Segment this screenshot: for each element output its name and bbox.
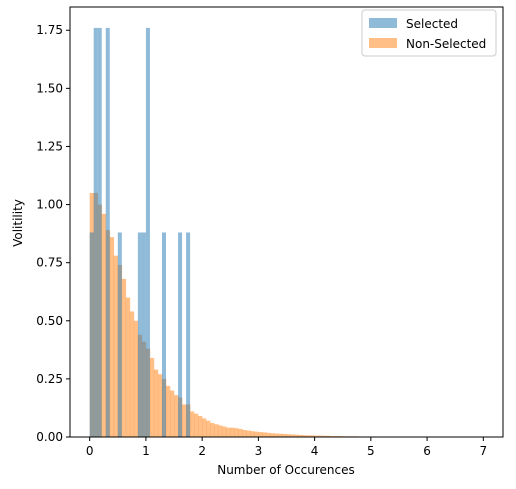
bar-non-selected [306,435,311,437]
bar-non-selected [169,390,175,437]
bar-non-selected [109,237,115,437]
bar-non-selected [210,423,215,437]
bar-non-selected [153,369,159,437]
bar-selected [186,232,191,437]
plot-frame [69,6,504,438]
bar-non-selected [157,374,163,437]
bar-selected [89,232,94,437]
bar-non-selected [258,432,263,437]
bar-non-selected [165,385,171,437]
bar-non-selected [242,430,247,437]
x-tick-label: 5 [367,444,375,458]
x-tick-label: 6 [423,444,431,458]
series-selected [89,27,191,437]
x-tick-label: 4 [311,444,319,458]
bar-non-selected [113,255,119,437]
y-tick-label: 1.00 [36,198,63,212]
bar-non-selected [149,357,155,437]
legend-swatch-selected [369,18,397,28]
legend-label-non-selected: Non-Selected [406,37,486,51]
y-tick-label: 1.50 [36,81,63,95]
bar-non-selected [314,435,319,437]
bar-selected [161,232,166,437]
series-non-selected [89,192,492,437]
bar-non-selected [202,418,207,437]
bar-non-selected [246,430,251,437]
bar-non-selected [234,428,239,437]
bar-selected [97,27,102,437]
y-tick-label: 1.75 [36,23,63,37]
bar-selected [117,232,122,437]
bar-non-selected [230,427,235,437]
bar-non-selected [194,413,199,437]
bar-selected [93,27,98,437]
bar-non-selected [206,420,211,437]
bar-selected [105,27,110,437]
axis-ticks: 0 1 2 3 4 5 6 7 0.00 0.25 0.50 0.75 1.00 1.25 1.50 1.75 [36,23,487,458]
legend-label-selected: Selected [406,17,458,31]
bar-non-selected [182,404,187,437]
bar-non-selected [133,320,139,437]
bar-non-selected [298,434,303,437]
legend-swatch-non-selected [369,38,397,48]
bar-non-selected [270,433,275,437]
axes [69,6,504,438]
bar-non-selected [121,278,127,437]
x-tick-label: 0 [86,444,94,458]
bar-selected [178,232,183,437]
x-tick-label: 3 [255,444,263,458]
bar-non-selected [198,416,203,437]
y-tick-label: 0.50 [36,314,63,328]
bar-non-selected [174,395,179,437]
bar-non-selected [302,435,307,437]
bar-non-selected [254,431,259,437]
bar-non-selected [290,434,295,437]
bar-selected [145,27,150,437]
bar-non-selected [318,435,323,437]
bar-non-selected [286,434,291,437]
bar-non-selected [226,427,231,437]
bar-non-selected [294,434,299,437]
y-tick-label: 0.25 [36,372,63,386]
bar-non-selected [125,297,131,437]
bar-non-selected [190,411,195,437]
y-tick-label: 1.25 [36,139,63,153]
bar-non-selected [218,425,223,437]
y-axis-label: Volitility [11,199,25,247]
bar-non-selected [326,435,331,437]
bar-non-selected [262,432,267,437]
x-tick-label: 7 [479,444,487,458]
legend: Selected Non-Selected [361,9,497,57]
bar-non-selected [266,432,271,437]
bar-non-selected [322,435,327,437]
y-tick-label: 0.75 [36,256,63,270]
bar-non-selected [310,435,315,437]
bar-non-selected [250,431,255,437]
bar-non-selected [274,433,279,437]
bar-non-selected [222,426,227,437]
bar-non-selected [282,433,287,437]
bar-selected [141,232,146,437]
bar-non-selected [238,428,243,437]
bar-selected [137,232,142,437]
bar-non-selected [101,213,107,437]
x-tick-label: 1 [142,444,150,458]
bar-non-selected [278,433,283,437]
bar-non-selected [129,311,135,437]
y-tick-label: 0.00 [36,430,63,444]
x-tick-label: 2 [198,444,206,458]
bar-non-selected [214,424,219,437]
x-axis-label: Number of Occurences [217,463,355,477]
